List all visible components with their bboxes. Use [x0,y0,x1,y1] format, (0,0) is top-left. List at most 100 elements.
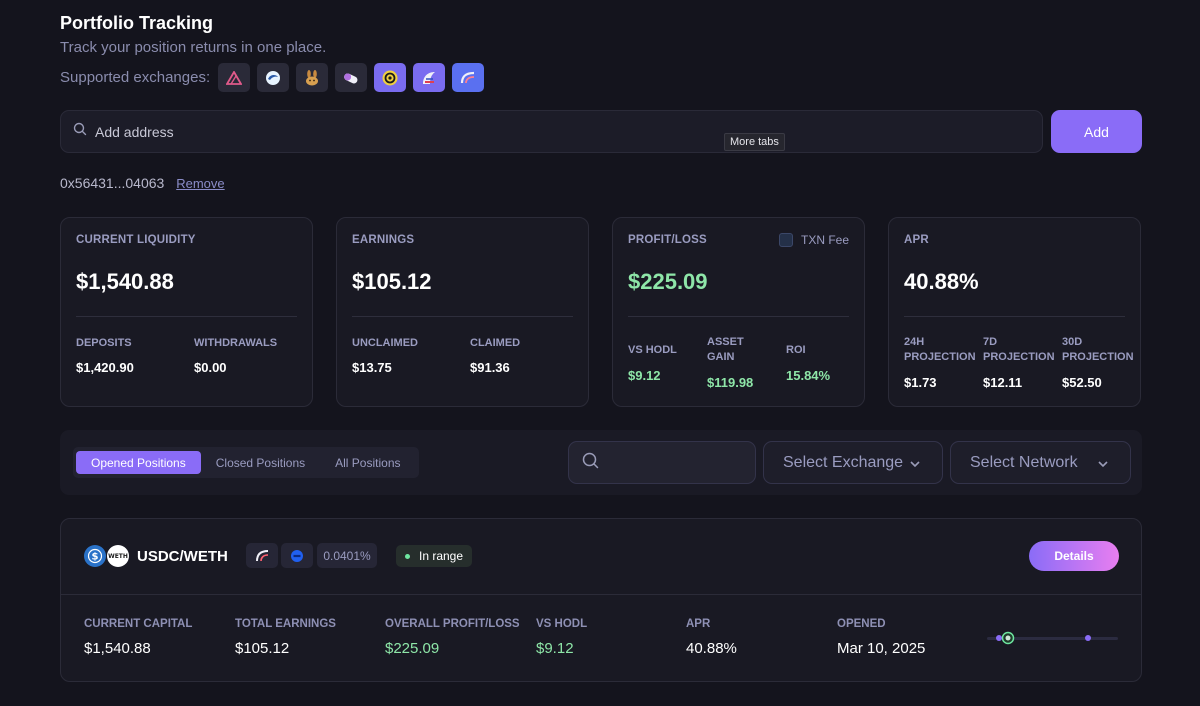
status-badge: In range [396,545,473,567]
remove-address-link[interactable]: Remove [176,176,225,191]
sail-logo-icon[interactable] [413,63,446,92]
position-tabs: Opened Positions Closed Positions All Po… [73,447,419,478]
roi-value: 15.84% [786,368,831,383]
txn-fee-checkbox[interactable] [778,233,793,247]
chevron-down-icon [1097,457,1109,475]
fee-tier-badge: 0.0401% [317,543,377,568]
tracked-address: 0x56431...04063 Remove [60,175,225,191]
search-icon [582,452,599,474]
profit-loss-card: PROFIT/LOSS TXN Fee $225.09 VS HODL $9.1… [612,217,865,407]
positions-search-input[interactable] [568,441,756,484]
add-address-button[interactable]: Add [1051,110,1142,153]
status-dot [405,553,410,559]
vs-hodl-label: VS HODL [536,618,588,630]
projection-30d-value: $52.50 [1062,375,1102,390]
page-subtitle: Track your position returns in one place… [60,39,327,56]
card-value: $105.12 [352,269,432,294]
svg-text:$: $ [92,552,99,563]
pool-pair-name: USDC/WETH [137,548,228,565]
apr-label: APR [686,618,711,630]
supported-exchanges: Supported exchanges: [60,63,491,92]
card-value: $225.09 [628,269,708,294]
txn-fee-toggle[interactable]: TXN Fee [778,233,849,247]
address-search-bar[interactable] [60,110,1043,153]
divider [628,316,849,317]
status-label: In range [419,549,464,563]
positions-filter-bar: Opened Positions Closed Positions All Po… [60,430,1142,495]
card-value: 40.88% [904,269,979,294]
projection-7d-label: 7D PROJECTION [983,336,1055,363]
address-value: 0x56431...04063 [60,175,165,191]
price-range-indicator [987,637,1118,640]
range-upper-marker [1085,635,1091,641]
current-capital-label: CURRENT CAPITAL [84,618,193,630]
total-earnings-label: TOTAL EARNINGS [235,618,336,630]
vs-hodl-value: $9.12 [628,368,661,383]
deposits-label: DEPOSITS [76,337,132,349]
divider [76,316,297,317]
projection-30d-label: 30D PROJECTION [1062,336,1134,363]
txn-fee-label: TXN Fee [800,233,849,247]
asset-gain-value: $119.98 [707,375,754,390]
swirl-logo-icon[interactable] [257,63,290,92]
usdc-token-icon: $ [84,545,106,567]
select-exchange-label: Select Exchange [783,453,904,471]
current-capital-value: $1,540.88 [84,640,151,657]
overall-profit-loss-label: OVERALL PROFIT/LOSS [385,618,520,630]
range-lower-marker [996,635,1002,641]
earnings-card: EARNINGS $105.12 UNCLAIMED $13.75 CLAIME… [336,217,589,407]
card-label: PROFIT/LOSS [628,234,707,246]
more-tabs-tooltip: More tabs [724,133,785,151]
tab-closed-positions[interactable]: Closed Positions [215,455,306,470]
unclaimed-value: $13.75 [352,360,392,375]
network-icon [281,543,313,568]
withdrawals-value: $0.00 [194,360,227,375]
select-network-label: Select Network [970,453,1078,471]
claimed-label: CLAIMED [470,337,521,349]
projection-24h-value: $1.73 [904,375,937,390]
unclaimed-label: UNCLAIMED [352,337,418,349]
select-network-dropdown[interactable]: Select Network [950,441,1131,484]
asset-gain-label: ASSET GAIN [707,336,744,363]
tab-opened-positions[interactable]: Opened Positions [76,451,201,474]
projection-7d-value: $12.11 [983,375,1023,390]
divider [352,316,573,317]
triangle-logo-icon[interactable] [218,63,251,92]
roi-label: ROI [786,344,806,356]
curve-logo-icon[interactable] [452,63,485,92]
current-liquidity-card: CURRENT LIQUIDITY $1,540.88 DEPOSITS $1,… [60,217,313,407]
position-header: $ WETH USDC/WETH 0.0401% In range Detail… [61,519,1141,595]
pill-logo-icon[interactable] [335,63,368,92]
vs-hodl-label: VS HODL [628,344,677,356]
card-label: EARNINGS [352,234,415,246]
tab-all-positions[interactable]: All Positions [335,455,401,470]
overall-profit-loss-value: $225.09 [385,640,440,657]
chevron-down-icon [909,457,921,475]
card-label: CURRENT LIQUIDITY [76,234,196,246]
opened-value: Mar 10, 2025 [837,640,926,657]
current-price-marker-core [1005,635,1011,641]
vs-hodl-value: $9.12 [536,640,574,657]
exchanges-label: Supported exchanges: [60,69,211,86]
opened-label: OPENED [837,618,886,630]
apr-value: 40.88% [686,640,737,657]
search-icon [73,122,87,141]
withdrawals-label: WITHDRAWALS [194,337,278,349]
spiral-logo-icon[interactable] [374,63,407,92]
select-exchange-dropdown[interactable]: Select Exchange [763,441,943,484]
card-label: APR [904,234,929,246]
weth-token-icon: WETH [107,545,129,567]
bunny-logo-icon[interactable] [296,63,329,92]
address-input[interactable] [95,123,695,140]
page-title: Portfolio Tracking [60,13,214,33]
position-card: $ WETH USDC/WETH 0.0401% In range Detail… [60,518,1142,682]
curve-logo-icon [246,543,278,568]
price-range-markers [996,631,1091,645]
divider [904,316,1125,317]
deposits-value: $1,420.90 [76,360,134,375]
details-button[interactable]: Details [1029,541,1119,571]
apr-card: APR 40.88% 24H PROJECTION $1.73 7D PROJECT… [888,217,1141,407]
total-earnings-value: $105.12 [235,640,290,657]
projection-24h-label: 24H PROJECTION [904,336,976,363]
card-value: $1,540.88 [76,269,174,294]
